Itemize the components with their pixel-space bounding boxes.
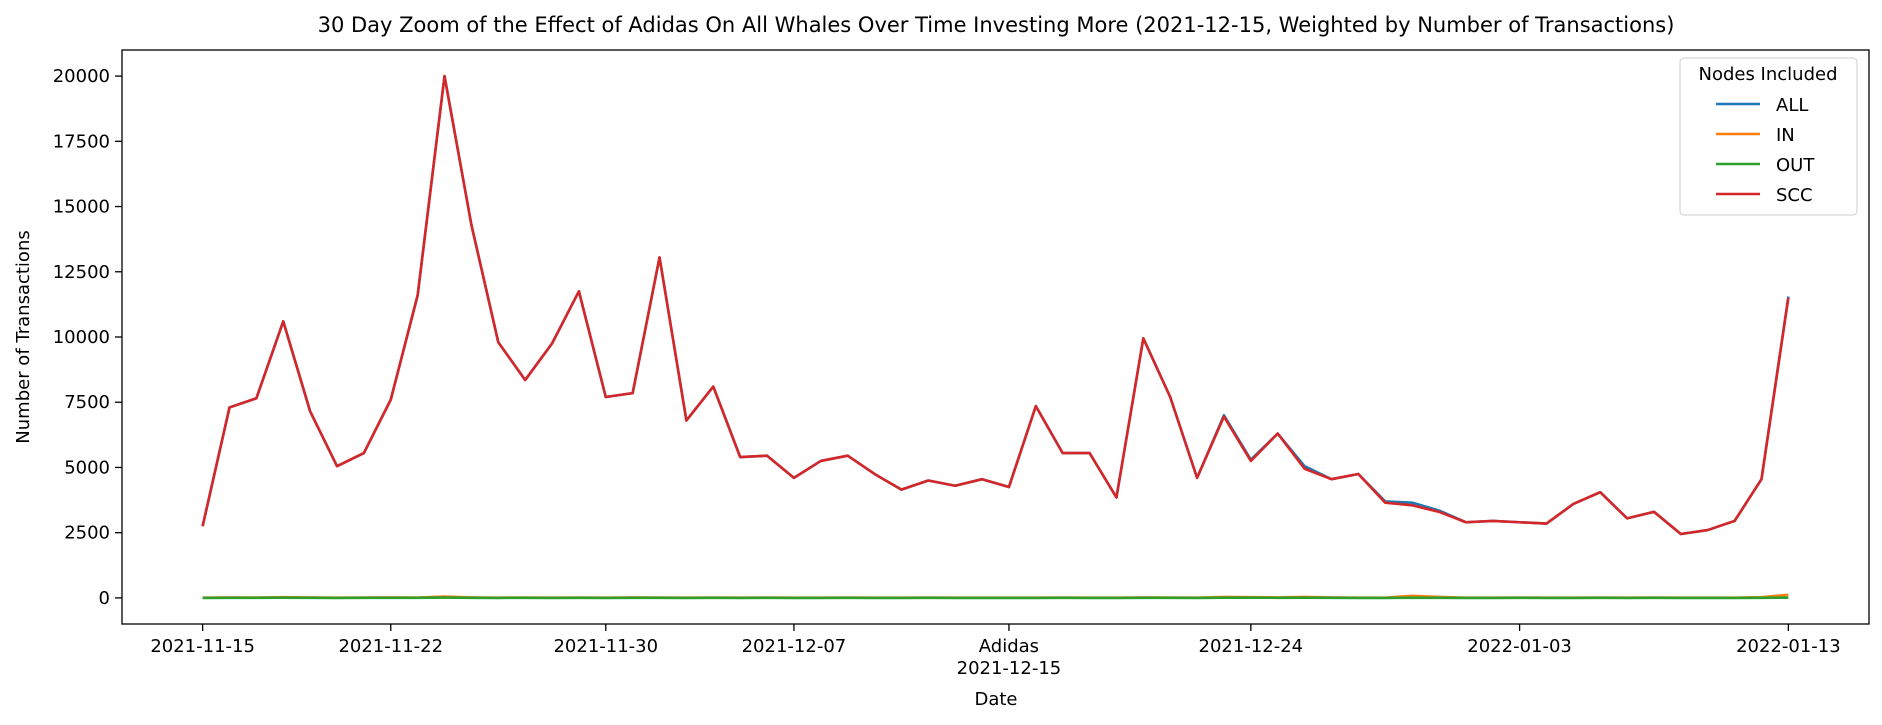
y-axis-ticks: 0 2500 5000 7500 10000 12500 15000 17500 20000 <box>53 66 122 609</box>
y-tick-label: 7500 <box>64 392 110 413</box>
x-tick-label: Adidas 2021-12-15 <box>957 636 1062 679</box>
x-tick-label: 2022-01-13 <box>1736 636 1841 657</box>
x-tick-label: 2021-11-30 <box>553 636 658 657</box>
legend-title: Nodes Included <box>1698 64 1837 85</box>
legend-box <box>1679 57 1858 216</box>
y-tick-label: 5000 <box>64 457 110 478</box>
x-tick-label: 2021-12-07 <box>742 636 847 657</box>
legend-label-in: IN <box>1776 125 1795 146</box>
legend-label-scc: SCC <box>1776 185 1813 206</box>
x-tick-label: 2021-12-24 <box>1199 636 1304 657</box>
legend: Nodes Included ALL IN OUT SCC <box>1679 57 1858 216</box>
plot-area: 2021-11-15 2021-11-22 2021-11-30 2021-12-07… <box>53 49 1870 679</box>
y-axis-label: Number of Transactions <box>13 230 34 443</box>
y-tick-label: 2500 <box>64 523 110 544</box>
series-line-scc <box>201 74 1790 536</box>
legend-label-all: ALL <box>1776 95 1808 116</box>
series-lines <box>201 74 1790 600</box>
plot-frame <box>121 49 1870 625</box>
y-tick-label: 0 <box>99 588 110 609</box>
x-tick-label: 2022-01-03 <box>1467 636 1572 657</box>
chart-title: 30 Day Zoom of the Effect of Adidas On A… <box>318 13 1675 37</box>
x-tick-label: 2021-11-22 <box>338 636 443 657</box>
y-tick-label: 15000 <box>53 197 110 218</box>
x-tick-label: 2021-11-15 <box>150 636 255 657</box>
legend-label-out: OUT <box>1776 155 1815 176</box>
y-tick-label: 17500 <box>53 131 110 152</box>
y-tick-label: 20000 <box>53 66 110 87</box>
y-tick-label: 12500 <box>53 262 110 283</box>
legend-entries: ALL IN OUT SCC <box>1716 95 1815 206</box>
x-axis-label: Date <box>974 689 1017 710</box>
y-tick-label: 10000 <box>53 327 110 348</box>
series-line-all <box>201 74 1790 536</box>
x-axis-ticks: 2021-11-15 2021-11-22 2021-11-30 2021-12-07… <box>150 624 1841 679</box>
